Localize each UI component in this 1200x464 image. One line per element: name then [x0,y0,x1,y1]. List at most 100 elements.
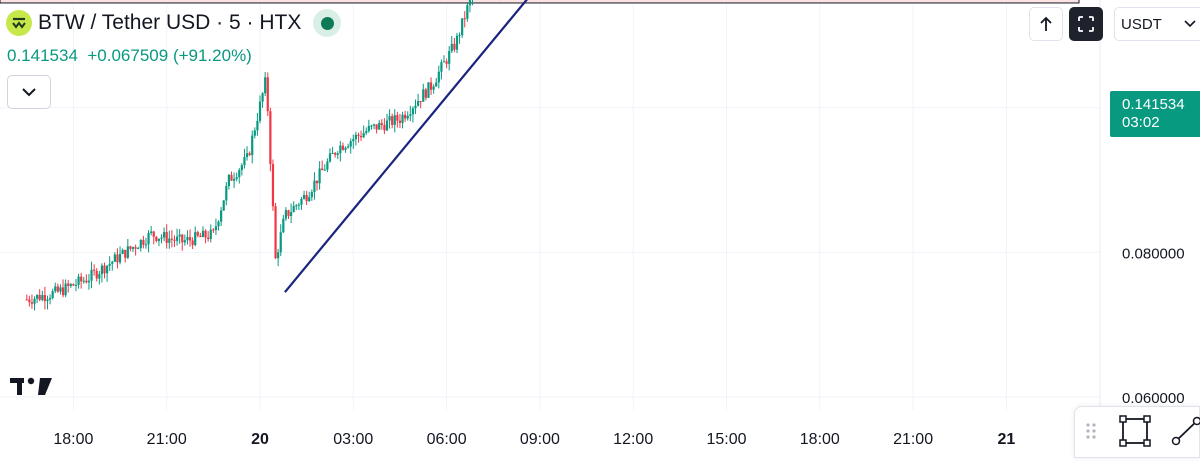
price-change-percent: (+91.20%) [173,46,252,65]
candle-body [433,87,435,90]
candle-body [173,240,175,241]
collapse-legend-button[interactable] [7,75,51,109]
candle-body [264,77,266,93]
candle-body [386,121,388,131]
candle-body [370,126,372,127]
candle-body [153,232,155,237]
candle-body [98,274,100,278]
candle-body [238,170,240,177]
candle-body [446,61,448,63]
candle-body [83,281,85,282]
candle-body [57,286,59,291]
candle-body [181,235,183,243]
candle-body [207,238,209,239]
candle-body [127,246,129,258]
candle-body [282,219,284,232]
support-zone-box [0,0,1079,3]
candle-body [39,295,41,300]
candle-body [171,239,173,240]
candle-body [135,247,137,249]
candle-body [215,226,217,230]
symbol-header[interactable]: BTW / Tether USD · 5 · HTX [6,8,341,38]
symbol-title[interactable]: BTW / Tether USD · 5 · HTX [38,11,301,35]
candle-body [453,44,455,50]
candle-body [184,240,186,242]
candle-body [440,62,442,72]
candle-body [451,44,453,51]
candle-body [179,235,181,237]
candle-body [155,237,157,241]
candle-body [409,114,411,116]
unit-label: USDT [1121,16,1162,33]
candle-body [132,247,134,249]
candle-body [381,123,383,125]
candle-body [26,299,28,300]
candle-body [140,240,142,248]
candle-body [150,232,152,234]
candle-body [404,115,406,119]
candle-body [168,239,170,243]
support-zone [0,0,1079,3]
candle-body [342,146,344,150]
drawing-toolbar [1074,406,1200,458]
candle-body [347,147,349,148]
candle-body [109,264,111,266]
candle-body [285,210,287,219]
candle-body [80,277,82,282]
candle-body [391,116,393,125]
price-tag-value: 0.141534 [1122,96,1200,114]
drag-handle-icon[interactable] [1086,423,1095,438]
scroll-up-button[interactable] [1029,7,1063,41]
candle-body [303,195,305,199]
candle-body [33,299,35,304]
chevron-down-icon [21,87,37,97]
candle-body [334,153,336,155]
candle-body [46,300,48,302]
candle-body [399,121,401,123]
time-axis-label: 12:00 [613,431,653,448]
rectangle-tool-icon[interactable] [1120,416,1150,446]
trendline-tool-icon[interactable] [1173,418,1200,445]
candle-body [230,175,232,181]
candle-body [319,169,321,184]
time-axis-label: 09:00 [520,431,560,448]
candle-body [329,153,331,161]
candle-body [217,222,219,227]
candle-body [344,148,346,150]
candle-body [236,177,238,179]
candle-body [111,262,113,264]
candle-body [269,111,271,164]
fullscreen-button[interactable] [1069,7,1103,41]
currency-unit-select[interactable]: USDT [1114,7,1200,41]
candle-body [36,295,38,299]
candle-body [458,35,460,36]
candle-body [396,115,398,120]
candle-body [41,295,43,300]
time-axis-label: 21:00 [893,431,933,448]
market-status-indicator[interactable] [313,9,341,37]
candle-body [114,254,116,261]
tradingview-logo-icon [10,378,52,395]
time-axis-label: 18:00 [800,431,840,448]
candle-body [355,135,357,139]
candle-body [163,232,165,237]
candle-body [145,244,147,245]
candle-body [31,302,33,304]
last-price-tag: 0.141534 03:02 [1110,91,1200,137]
candle-body [59,287,61,291]
candle-body [326,162,328,170]
ascending-trendline [285,0,748,292]
candle-body [137,248,139,249]
candle-body [129,246,131,249]
candle-body [407,116,409,119]
candle-body [365,131,367,133]
candle-body [368,126,370,131]
candle-body [158,239,160,241]
candle-body [85,281,87,283]
candle-body [422,89,424,101]
candle-body [448,51,450,64]
candle-body [122,250,124,254]
candle-body [166,232,168,243]
candle-body [49,298,51,299]
